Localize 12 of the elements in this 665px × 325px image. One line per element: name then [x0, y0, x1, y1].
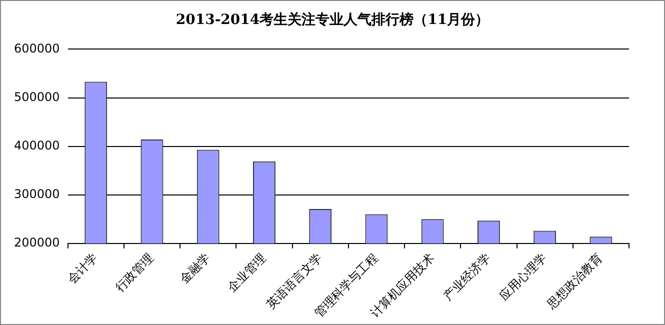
y-tick-label: 500000: [14, 90, 60, 104]
y-tick-label: 300000: [14, 186, 60, 201]
y-tick-label: 200000: [14, 236, 60, 250]
y-tick-label: 600000: [14, 41, 60, 56]
x-tick-label: 金融学: [177, 250, 212, 286]
x-tick-label: 产业经济学: [440, 250, 494, 304]
x-tick-label: 行政管理: [112, 250, 156, 295]
x-tick-label: 会计学: [64, 250, 100, 286]
x-tick-label: 企业管理: [224, 250, 269, 295]
x-tick-label: 思想政治教育: [544, 250, 606, 312]
y-tick-label: 400000: [14, 138, 60, 152]
chart-title: 2013-2014考生关注专业人气排行榜（11月份）: [174, 11, 490, 29]
